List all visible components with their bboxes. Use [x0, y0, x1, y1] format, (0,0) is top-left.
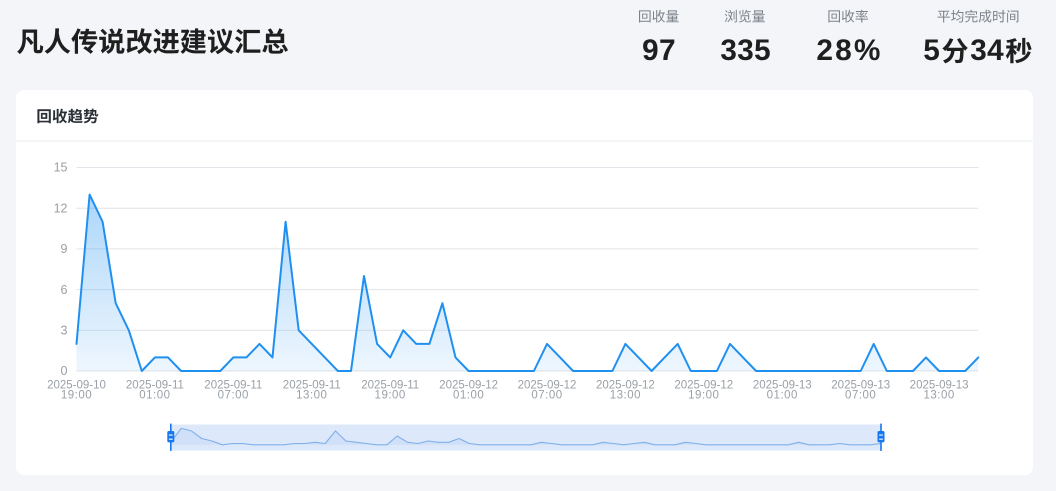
svg-text:6: 6: [61, 283, 68, 297]
svg-text:0: 0: [61, 364, 68, 378]
svg-text:01:00: 01:00: [453, 389, 484, 401]
svg-text:07:00: 07:00: [218, 389, 249, 401]
svg-text:13:00: 13:00: [923, 389, 954, 401]
svg-text:13:00: 13:00: [610, 389, 641, 401]
svg-text:01:00: 01:00: [139, 389, 170, 401]
svg-text:07:00: 07:00: [845, 389, 876, 401]
svg-text:15: 15: [54, 161, 68, 175]
svg-text:2025-09-11: 2025-09-11: [126, 379, 184, 391]
svg-text:2025-09-12: 2025-09-12: [596, 379, 655, 391]
svg-text:2025-09-13: 2025-09-13: [753, 379, 812, 391]
svg-text:12: 12: [54, 201, 68, 215]
svg-text:19:00: 19:00: [688, 389, 719, 401]
svg-text:9: 9: [61, 242, 68, 256]
svg-text:07:00: 07:00: [531, 389, 562, 401]
svg-text:2025-09-10: 2025-09-10: [47, 379, 106, 391]
svg-text:2025-09-13: 2025-09-13: [831, 379, 890, 391]
svg-text:19:00: 19:00: [61, 389, 92, 401]
svg-text:2025-09-12: 2025-09-12: [518, 379, 577, 391]
svg-text:19:00: 19:00: [375, 389, 406, 401]
svg-text:3: 3: [61, 324, 68, 338]
svg-text:2025-09-13: 2025-09-13: [910, 379, 969, 391]
svg-text:2025-09-12: 2025-09-12: [674, 379, 733, 391]
svg-text:2025-09-11: 2025-09-11: [283, 379, 341, 391]
svg-text:13:00: 13:00: [296, 389, 327, 401]
svg-text:2025-09-11: 2025-09-11: [361, 379, 419, 391]
svg-text:01:00: 01:00: [767, 389, 798, 401]
svg-text:2025-09-12: 2025-09-12: [439, 379, 498, 391]
svg-text:2025-09-11: 2025-09-11: [204, 379, 262, 391]
